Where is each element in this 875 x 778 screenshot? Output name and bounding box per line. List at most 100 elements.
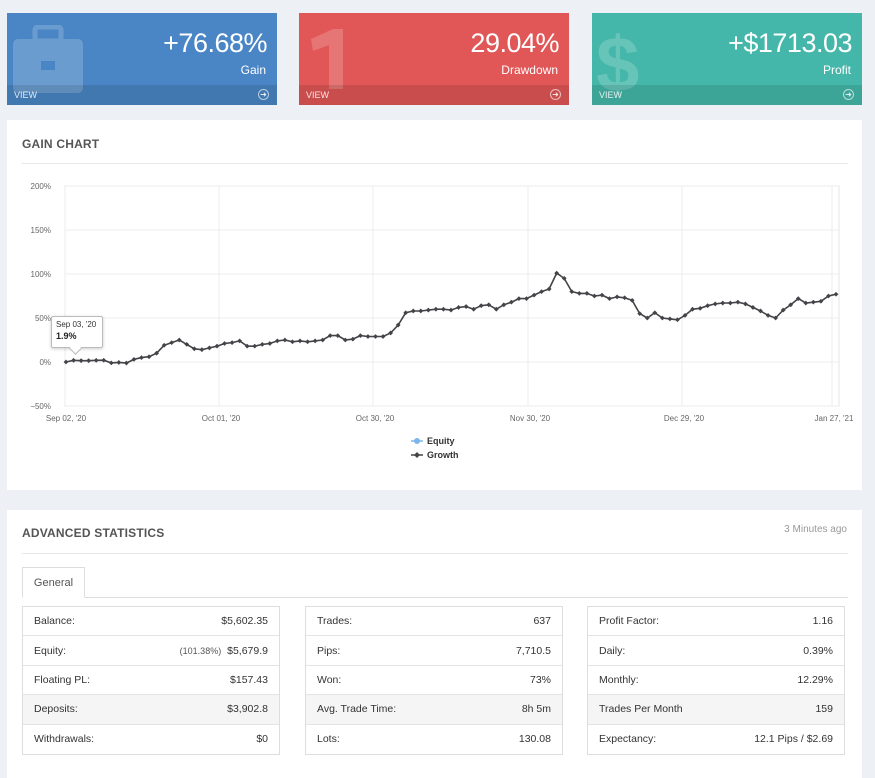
growth-point[interactable] <box>795 296 801 302</box>
growth-point[interactable] <box>622 295 628 301</box>
chart-legend[interactable]: Equity Growth <box>411 436 459 460</box>
growth-point[interactable] <box>576 290 582 296</box>
growth-point[interactable] <box>765 312 771 318</box>
growth-point[interactable] <box>342 337 348 343</box>
growth-point[interactable] <box>101 357 107 363</box>
growth-point[interactable] <box>259 342 265 347</box>
arrow-right-icon[interactable]: ➜ <box>258 89 269 100</box>
growth-point[interactable] <box>531 292 537 298</box>
growth-point[interactable] <box>750 305 756 310</box>
growth-point[interactable] <box>191 346 197 352</box>
profit-card[interactable]: $ +$1713.03 Profit VIEW ➜ <box>592 13 862 105</box>
growth-point[interactable] <box>252 343 258 349</box>
growth-point[interactable] <box>614 294 620 300</box>
legend-label[interactable]: Equity <box>427 436 455 446</box>
growth-point[interactable] <box>108 360 114 366</box>
growth-point[interactable] <box>78 358 84 364</box>
growth-point[interactable] <box>652 310 658 316</box>
growth-point[interactable] <box>675 317 680 323</box>
profit-card-footer[interactable]: VIEW ➜ <box>592 85 862 105</box>
growth-point[interactable] <box>358 333 363 338</box>
growth-point[interactable] <box>154 350 159 356</box>
growth-point[interactable] <box>290 339 295 345</box>
growth-point[interactable] <box>735 299 741 305</box>
growth-point[interactable] <box>539 289 544 294</box>
growth-point[interactable] <box>584 290 590 296</box>
growth-point[interactable] <box>727 300 733 306</box>
growth-point[interactable] <box>116 360 122 365</box>
growth-point[interactable] <box>418 308 424 314</box>
growth-point[interactable] <box>297 338 303 344</box>
growth-point[interactable] <box>380 334 386 339</box>
growth-point[interactable] <box>161 342 167 348</box>
growth-point[interactable] <box>508 299 514 305</box>
growth-point[interactable] <box>395 322 401 328</box>
growth-point[interactable] <box>720 300 726 306</box>
growth-point[interactable] <box>365 334 371 339</box>
growth-point[interactable] <box>833 291 839 297</box>
growth-point[interactable] <box>448 307 454 313</box>
growth-point[interactable] <box>803 300 809 306</box>
growth-point[interactable] <box>441 306 446 312</box>
growth-point[interactable] <box>274 338 280 344</box>
growth-point[interactable] <box>335 333 341 338</box>
growth-point[interactable] <box>478 303 484 309</box>
growth-point[interactable] <box>63 359 69 365</box>
growth-point[interactable] <box>237 338 243 344</box>
growth-point[interactable] <box>312 338 318 344</box>
growth-point[interactable] <box>244 343 250 349</box>
growth-point[interactable] <box>705 303 711 309</box>
growth-point[interactable] <box>350 336 356 342</box>
growth-point[interactable] <box>456 305 461 310</box>
growth-point[interactable] <box>214 343 220 349</box>
growth-point[interactable] <box>493 306 499 312</box>
gain-chart[interactable]: 200% 150% 100% 50% 0% −50% Sep 02, '20 Oct 01,… <box>7 120 862 490</box>
profit-view-link[interactable]: VIEW <box>599 90 623 100</box>
growth-point[interactable] <box>93 357 99 363</box>
growth-point[interactable] <box>222 341 227 346</box>
growth-point[interactable] <box>743 301 748 307</box>
growth-point[interactable] <box>788 302 794 308</box>
growth-point[interactable] <box>327 333 333 338</box>
growth-point[interactable] <box>267 341 273 346</box>
growth-point[interactable] <box>758 308 763 314</box>
gain-card[interactable]: +76.68% Gain VIEW ➜ <box>7 13 277 105</box>
growth-point[interactable] <box>516 296 522 302</box>
growth-point[interactable] <box>388 330 394 336</box>
growth-point[interactable] <box>410 308 416 314</box>
growth-point[interactable] <box>282 337 288 343</box>
growth-point[interactable] <box>667 316 673 322</box>
drawdown-view-link[interactable]: VIEW <box>306 90 330 100</box>
growth-point[interactable] <box>131 356 137 362</box>
growth-point[interactable] <box>305 339 310 345</box>
growth-point[interactable] <box>690 306 695 312</box>
legend-label[interactable]: Growth <box>427 450 459 460</box>
arrow-right-icon[interactable]: ➜ <box>843 89 854 100</box>
growth-point[interactable] <box>569 289 575 294</box>
growth-point[interactable] <box>697 305 703 311</box>
growth-point[interactable] <box>637 311 643 316</box>
growth-point[interactable] <box>780 307 786 313</box>
growth-point[interactable] <box>433 306 439 312</box>
growth-point[interactable] <box>524 296 529 302</box>
growth-point[interactable] <box>169 340 175 346</box>
growth-point[interactable] <box>139 355 144 360</box>
arrow-right-icon[interactable]: ➜ <box>550 89 561 100</box>
tab-general[interactable]: General <box>22 567 85 598</box>
growth-point[interactable] <box>682 312 688 318</box>
growth-point[interactable] <box>554 270 560 276</box>
growth-point[interactable] <box>229 340 235 346</box>
growth-point[interactable] <box>86 358 92 364</box>
growth-point[interactable] <box>561 276 567 281</box>
growth-point[interactable] <box>123 360 129 366</box>
growth-point[interactable] <box>463 304 469 309</box>
growth-point[interactable] <box>146 354 152 360</box>
growth-point[interactable] <box>818 298 824 304</box>
growth-point[interactable] <box>184 342 190 347</box>
drawdown-card[interactable]: 29.04% Drawdown VIEW ➜ <box>299 13 569 105</box>
growth-point[interactable] <box>471 306 477 312</box>
growth-point[interactable] <box>712 301 718 307</box>
growth-point[interactable] <box>546 286 552 292</box>
gain-card-footer[interactable]: VIEW ➜ <box>7 85 277 105</box>
growth-point[interactable] <box>199 347 205 353</box>
